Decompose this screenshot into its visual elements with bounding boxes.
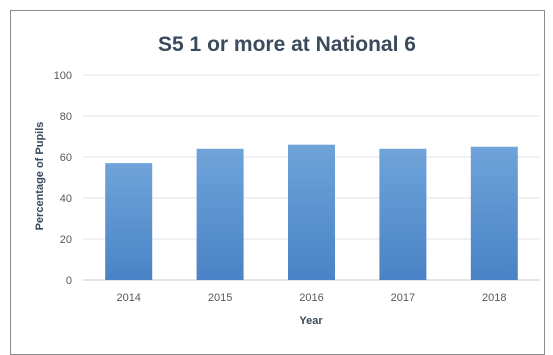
y-axis-title: Percentage of Pupils: [34, 122, 46, 231]
x-tick-label: 2015: [208, 292, 232, 304]
y-tick-label: 0: [66, 275, 72, 287]
x-tick-label: 2017: [391, 292, 415, 304]
x-tick-label: 2018: [482, 292, 506, 304]
y-axis-ticks: 0 20 40 60 80 100: [54, 70, 72, 287]
bar-chart: S5 1 or more at National 6 020406080100 …: [34, 33, 540, 327]
chart-frame: [10, 10, 545, 355]
bar-2018: [470, 146, 518, 280]
bar-2014: [105, 163, 153, 280]
x-axis-title: Year: [299, 315, 323, 327]
y-tick-label: 60: [60, 152, 72, 164]
bar-2015: [196, 148, 244, 280]
chart-title: S5 1 or more at National 6: [158, 33, 416, 56]
bar-2017: [379, 148, 427, 280]
gridlines: [83, 74, 540, 281]
y-tick-label: 40: [60, 193, 72, 205]
x-axis-ticks: 2014 2015 2016 2017 2018: [116, 292, 506, 304]
x-tick-label: 2014: [116, 292, 140, 304]
y-tick-label: 20: [60, 234, 72, 246]
y-tick-label: 80: [60, 111, 72, 123]
bars: [105, 144, 518, 280]
bar-2016: [288, 144, 335, 280]
y-tick-label: 100: [54, 70, 72, 82]
x-tick-label: 2016: [299, 292, 323, 304]
